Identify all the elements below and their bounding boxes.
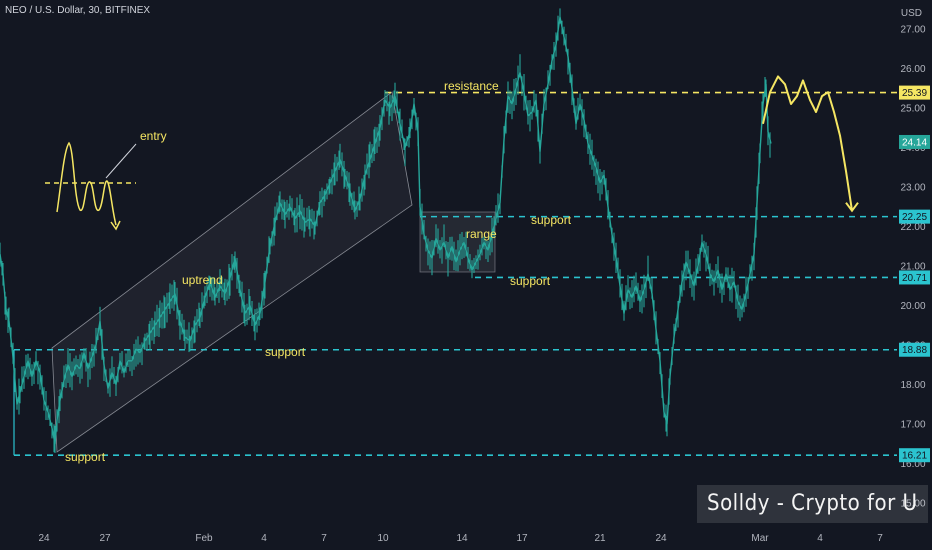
symbol-title[interactable]: NEO / U.S. Dollar, 30, BITFINEX	[5, 5, 151, 16]
entry-pointer	[105, 143, 137, 179]
x-tick-label: 27	[99, 533, 111, 544]
y-tick-label: 16.00	[900, 459, 925, 470]
drawings	[45, 75, 859, 231]
x-tick-label: Mar	[751, 533, 769, 544]
watermark-banner: Solldy - Crypto for U	[697, 485, 928, 523]
x-tick-label: 21	[594, 533, 606, 544]
y-tick-label: 18.00	[900, 380, 925, 391]
y-tick-label: 21.00	[900, 262, 925, 273]
x-tick-label: 7	[321, 533, 327, 544]
y-tick-label: 27.00	[900, 25, 925, 36]
level-label-resistance: resistance	[444, 79, 499, 93]
projection-arrow	[845, 202, 859, 213]
level-labels: resistance support support support support en…	[65, 79, 572, 464]
last-price-tag-bg	[899, 134, 930, 149]
x-tick-label: Feb	[195, 533, 213, 544]
x-axis: 24 27 Feb 4 7 10 14 17 21 24 Mar 4 7	[38, 533, 883, 544]
entry-sketch	[56, 141, 117, 226]
price-tag-18.88: 18.88	[902, 345, 927, 356]
currency-label: USD	[900, 8, 922, 19]
annotation-entry: entry	[140, 129, 167, 143]
price-tag-25.39-bg	[899, 85, 930, 100]
price-tag-25.39: 25.39	[902, 88, 927, 99]
price-tag-22.25: 22.25	[902, 212, 927, 223]
annotation-uptrend: uptrend	[182, 273, 223, 287]
x-tick-label: 17	[516, 533, 528, 544]
last-price-tag: 24.14	[902, 137, 927, 148]
level-label-support: support	[265, 345, 306, 359]
x-tick-label: 10	[377, 533, 389, 544]
x-tick-label: 4	[817, 533, 823, 544]
projection-curve	[762, 75, 853, 211]
price-tag-18.88-bg	[899, 342, 930, 357]
price-series	[0, 8, 772, 453]
y-tick-label: 20.00	[900, 301, 925, 312]
x-tick-label: 7	[877, 533, 883, 544]
price-tag-20.71: 20.71	[902, 273, 927, 284]
x-tick-label: 4	[261, 533, 267, 544]
price-tag-20.71-bg	[899, 270, 930, 285]
y-tick-label: 22.00	[900, 222, 925, 233]
y-tick-label: 17.00	[900, 420, 925, 431]
y-tick-label: 15.00	[900, 499, 925, 510]
level-label-support: support	[65, 450, 106, 464]
y-tick-label: 23.00	[900, 183, 925, 194]
x-tick-label: 24	[655, 533, 667, 544]
price-tag-22.25-bg	[899, 209, 930, 224]
price-levels	[13, 91, 897, 457]
y-tick-label: 25.00	[900, 104, 925, 115]
price-tag-16.21-bg	[899, 448, 930, 463]
price-tag-16.21: 16.21	[902, 451, 927, 462]
price-tags: 25.39 22.25 20.71 18.88 16.21 24.14	[899, 85, 930, 463]
x-tick-label: 14	[456, 533, 468, 544]
annotation-range: range	[466, 227, 497, 241]
level-label-support: support	[531, 213, 572, 227]
x-tick-label: 24	[38, 533, 50, 544]
channel-layer	[51, 91, 496, 453]
entry-sketch-arrow	[110, 220, 121, 231]
level-label-support: support	[510, 274, 551, 288]
y-tick-label: 26.00	[900, 64, 925, 75]
